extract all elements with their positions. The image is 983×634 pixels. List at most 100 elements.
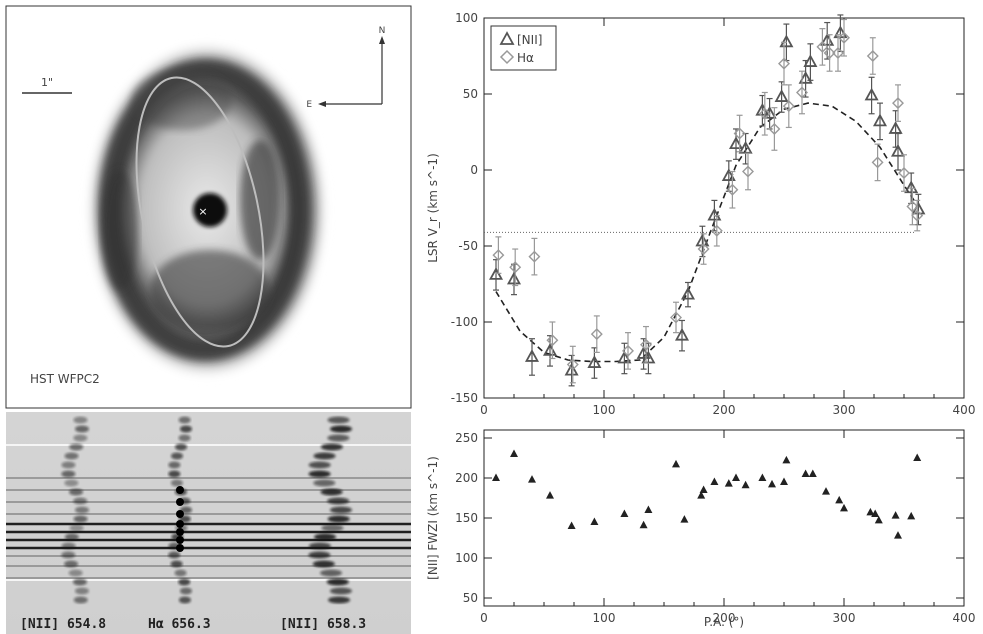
fwzi-axes: 0 100 200 300 400 50 100 150 200 250 — [455, 430, 975, 625]
halpha-velocity-point — [782, 100, 795, 113]
nii-velocity-point — [798, 70, 813, 84]
emission-knot — [64, 533, 79, 541]
halpha-velocity-point — [823, 46, 836, 59]
y-tick-label: 250 — [455, 431, 478, 445]
emission-knot — [73, 596, 88, 604]
emission-knot — [327, 497, 350, 505]
emission-knot — [329, 425, 352, 433]
nii-velocity-point — [524, 349, 540, 362]
y-tick-label: 50 — [463, 591, 478, 605]
model-curve — [495, 102, 917, 363]
emission-knot — [178, 416, 191, 424]
halpha-knot — [176, 544, 184, 552]
emission-knot — [174, 569, 187, 577]
y-tick-label: 50 — [463, 87, 478, 101]
emission-knot — [327, 416, 350, 424]
halpha-velocity-point — [742, 165, 754, 178]
x-tick-label: 100 — [593, 611, 616, 625]
velocity-axes: 0 100 200 300 400 -150 -100 -50 0 50 100 — [451, 11, 976, 417]
velocity-points — [488, 14, 926, 387]
y-tick-label: 200 — [455, 471, 478, 485]
halpha-knot — [176, 498, 184, 506]
nii-velocity-point — [864, 87, 879, 101]
emission-knot — [64, 479, 79, 487]
fwzi-point — [913, 453, 922, 461]
fwzi-point — [780, 477, 788, 485]
emission-knot — [328, 596, 351, 604]
halpha-velocity-point — [546, 334, 559, 347]
halpha-velocity-point — [509, 261, 522, 274]
emission-knot — [74, 506, 89, 514]
nii-velocity-point — [564, 362, 579, 376]
legend-halpha-marker — [499, 49, 515, 65]
halpha-knot — [176, 528, 184, 536]
emission-knot — [69, 488, 84, 496]
emission-knot — [171, 452, 184, 460]
fwzi-point — [808, 469, 817, 477]
fwzi-point — [822, 487, 830, 495]
emission-knot — [69, 443, 84, 451]
legend-nii-label: [NII] — [517, 33, 542, 47]
halpha-knot — [176, 520, 184, 528]
emission-knot — [68, 569, 83, 577]
emission-knot — [61, 542, 76, 550]
y-tick-label: 100 — [455, 551, 478, 565]
emission-knot — [329, 587, 352, 595]
emission-knot — [170, 479, 183, 487]
fwzi-point — [724, 479, 733, 487]
scale-bar-label: 1" — [41, 76, 53, 89]
emission-knot — [326, 578, 349, 586]
emission-knot — [179, 587, 192, 595]
halpha-knot — [176, 486, 184, 494]
x-tick-label: 300 — [833, 403, 856, 417]
halpha-velocity-point — [866, 50, 879, 62]
halpha-velocity-point — [838, 31, 850, 44]
emission-knot — [178, 578, 191, 586]
nii-velocity-point — [728, 136, 744, 150]
x-tick-label: 0 — [480, 403, 488, 417]
emission-knot — [170, 560, 183, 568]
north-label: N — [379, 26, 386, 36]
nii-velocity-point — [774, 89, 789, 102]
emission-knot — [61, 470, 76, 478]
fwzi-point — [590, 517, 599, 525]
emission-knot — [320, 569, 343, 577]
halpha-velocity-point — [710, 224, 723, 237]
emission-lines — [61, 416, 352, 604]
halpha-velocity-point — [871, 156, 884, 169]
emission-knot — [308, 551, 331, 559]
nii-velocity-point — [617, 350, 632, 364]
x-tick-label: 100 — [593, 403, 616, 417]
emission-knot — [168, 551, 181, 559]
velocity-ylabel: LSR V_r (km s^-1) — [426, 153, 440, 263]
hst-image-panel: × 1" N E HST WFPC2 — [5, 5, 412, 409]
spectrum-label-nii-6548: [NII] 654.8 — [20, 617, 106, 632]
halpha-knot — [176, 536, 184, 544]
emission-knot — [179, 425, 192, 433]
nii-velocity-point — [762, 105, 777, 119]
emission-knot — [73, 497, 88, 505]
fwzi-point — [871, 509, 880, 517]
nii-velocity-point — [803, 54, 818, 67]
fwzi-point — [697, 491, 706, 499]
fwzi-point — [782, 455, 791, 464]
spectrum-label-halpha: Hα 656.3 — [148, 617, 211, 632]
emission-knot — [61, 551, 76, 559]
y-tick-label: -50 — [458, 239, 478, 253]
emission-knot — [327, 515, 350, 523]
halpha-velocity-point — [758, 107, 771, 120]
nii-velocity-point — [674, 327, 690, 341]
emission-knot — [327, 434, 350, 442]
spectrum-label-nii-6583: [NII] 658.3 — [280, 617, 366, 632]
nii-velocity-point — [707, 207, 722, 221]
ring-ellipse — [135, 76, 265, 348]
fwzi-point — [768, 479, 776, 488]
halpha-velocity-point — [590, 328, 603, 341]
emission-knot — [329, 506, 352, 514]
x-tick-label: 400 — [953, 403, 976, 417]
emission-knot — [178, 596, 191, 604]
halpha-velocity-point — [816, 40, 829, 53]
fwzi-point — [680, 515, 689, 523]
center-marker: × — [198, 205, 207, 218]
fwzi-point — [907, 511, 916, 520]
